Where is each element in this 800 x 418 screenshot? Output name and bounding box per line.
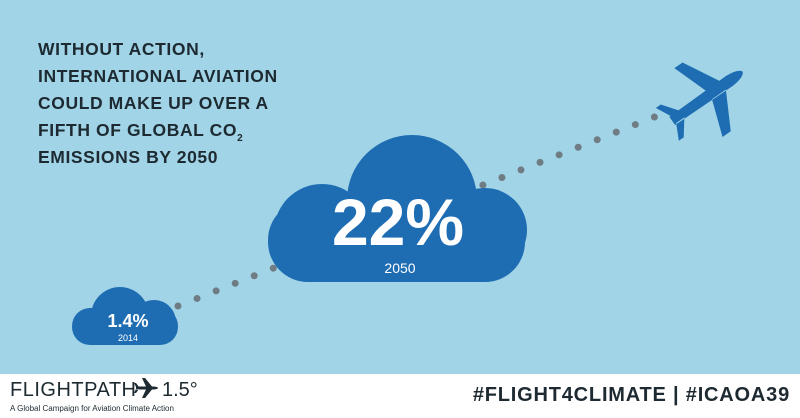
cloud-value: 22% <box>332 185 464 259</box>
brand: FLIGHTPATH <box>10 379 136 401</box>
cloud-part <box>132 300 176 344</box>
headline-line: WITHOUT ACTION, <box>38 39 205 59</box>
cloud-part <box>274 184 370 280</box>
cloud-value: 1.4% <box>107 311 148 331</box>
brand-number: 1.5° <box>162 379 198 401</box>
footer-bar <box>0 374 800 418</box>
hashtags: #FLIGHT4CLIMATE | #ICAOA39 <box>473 384 790 406</box>
headline-line: COULD MAKE UP OVER A <box>38 93 269 113</box>
headline-line: FIFTH OF GLOBAL CO2 <box>38 120 243 144</box>
cloud-year: 2014 <box>118 333 138 343</box>
small-cloud <box>72 287 178 345</box>
dotted-path <box>174 110 666 310</box>
brand-plane-icon <box>134 378 158 398</box>
subscript: 2 <box>237 133 243 144</box>
big-cloud <box>268 135 527 282</box>
cloud-part <box>443 188 527 272</box>
cloud-year: 2050 <box>384 260 415 276</box>
headline-text: FIFTH OF GLOBAL CO <box>38 120 237 140</box>
tagline: A Global Campaign for Aviation Climate A… <box>10 404 174 413</box>
plane-icon <box>655 62 743 141</box>
headline-line: EMISSIONS BY 2050 <box>38 147 218 167</box>
headline-line: INTERNATIONAL AVIATION <box>38 66 278 86</box>
